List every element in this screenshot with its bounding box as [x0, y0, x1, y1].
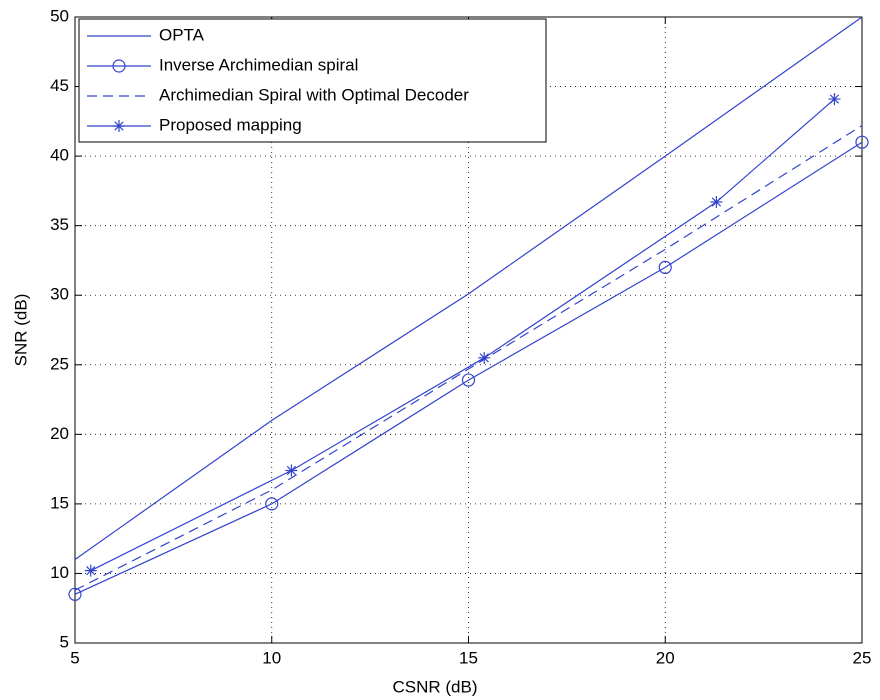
series-line — [74, 16, 863, 561]
y-tick-label: 15 — [50, 493, 69, 512]
y-tick-label: 35 — [50, 215, 69, 234]
y-tick-label: 40 — [50, 146, 69, 165]
y-tick-label: 10 — [50, 563, 69, 582]
legend-marker — [113, 120, 125, 132]
x-tick-label: 15 — [459, 648, 478, 667]
marker — [84, 564, 97, 577]
y-tick-label: 5 — [60, 632, 69, 651]
marker — [285, 464, 298, 477]
y-axis-label: SNR (dB) — [11, 294, 30, 367]
marker — [710, 196, 723, 209]
legend-marker — [112, 59, 126, 73]
series-line — [74, 124, 863, 591]
marker — [68, 587, 82, 601]
series-line — [74, 141, 863, 595]
marker — [478, 351, 491, 364]
x-tick-label: 20 — [656, 648, 675, 667]
x-tick-label: 25 — [853, 648, 872, 667]
marker — [828, 93, 841, 106]
marker — [855, 135, 869, 149]
marker — [265, 497, 279, 511]
y-tick-label: 50 — [50, 6, 69, 25]
marker — [461, 373, 476, 387]
y-tick-label: 20 — [50, 424, 69, 443]
y-tick-label: 30 — [50, 285, 69, 304]
marker — [658, 260, 672, 274]
legend-box — [78, 18, 547, 143]
x-axis-label: CSNR (dB) — [392, 677, 477, 696]
plot-frame — [74, 16, 863, 644]
x-tick-label: 5 — [70, 648, 79, 667]
y-tick-label: 45 — [50, 76, 69, 95]
legend-label: Inverse Archimedian spiral — [159, 55, 358, 74]
y-tick-label: 25 — [50, 354, 69, 373]
x-tick-label: 10 — [262, 648, 281, 667]
legend-label: OPTA — [159, 25, 205, 44]
legend-label: Archimedian Spiral with Optimal Decoder — [159, 85, 469, 104]
legend-label: Proposed mapping — [159, 115, 302, 134]
